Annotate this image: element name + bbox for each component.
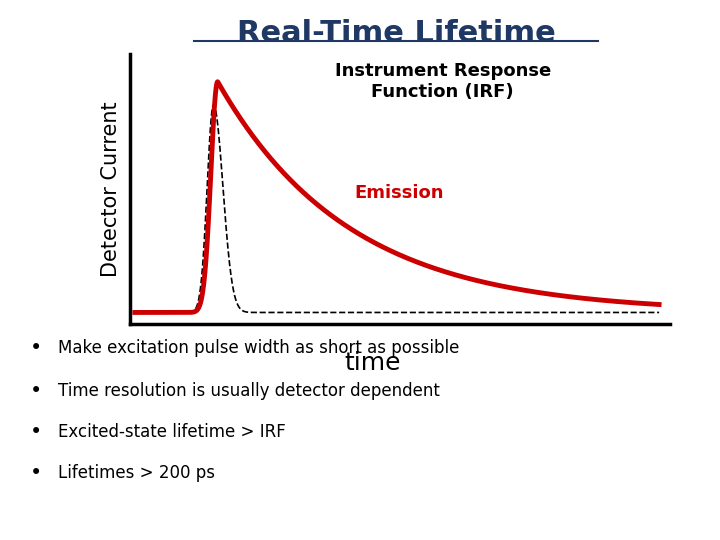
Text: time: time [344,351,401,375]
Text: Time resolution is usually detector dependent: Time resolution is usually detector depe… [58,382,439,401]
Text: •: • [30,338,42,359]
Text: •: • [30,381,42,402]
Text: Lifetimes > 200 ps: Lifetimes > 200 ps [58,463,215,482]
Text: •: • [30,462,42,483]
Text: Excited-state lifetime > IRF: Excited-state lifetime > IRF [58,423,285,441]
Text: Emission: Emission [355,184,444,201]
Text: Make excitation pulse width as short as possible: Make excitation pulse width as short as … [58,339,459,357]
Text: Instrument Response
Function (IRF): Instrument Response Function (IRF) [335,62,551,101]
Y-axis label: Detector Current: Detector Current [102,101,121,277]
Text: Real-Time Lifetime: Real-Time Lifetime [237,19,555,48]
Text: •: • [30,422,42,442]
